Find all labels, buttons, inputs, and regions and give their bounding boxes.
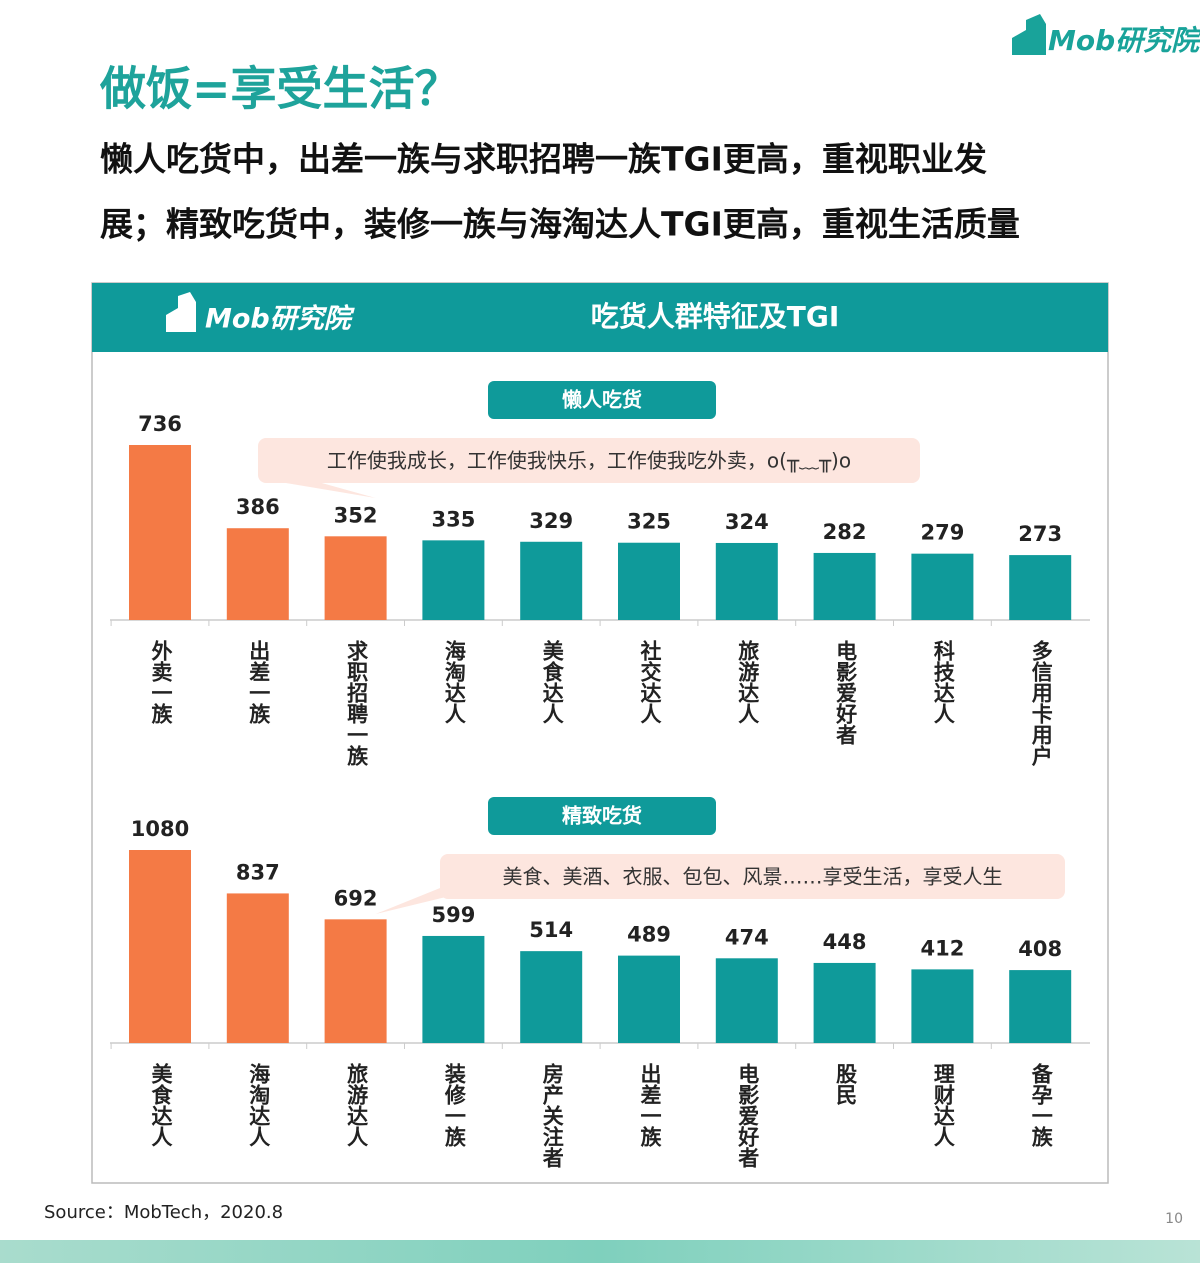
section-title: 懒人吃货: [562, 388, 642, 412]
bar: [1009, 555, 1072, 620]
value-label: 489: [627, 923, 671, 947]
panel-logo: Mob研究院: [205, 304, 356, 335]
value-label: 474: [725, 925, 769, 949]
category-label: 股民: [834, 1063, 858, 1106]
category-label: 理财达人: [931, 1063, 955, 1147]
value-label: 1080: [131, 817, 189, 841]
category-label: 电影爱好者: [834, 640, 859, 746]
panel-header: [92, 283, 1108, 352]
value-label: 335: [431, 507, 475, 531]
callout: [258, 438, 920, 483]
panel-logo-icon: [166, 292, 196, 332]
bar: [324, 919, 387, 1043]
bar: [520, 541, 583, 620]
category-label: 备孕一族: [1029, 1062, 1054, 1148]
category-label: 房产关注者: [540, 1062, 564, 1169]
section-pill: [488, 797, 716, 835]
bar: [1009, 970, 1072, 1043]
page-number: 10: [1165, 1211, 1183, 1227]
bar: [422, 540, 485, 620]
bar: [618, 955, 680, 1043]
value-label: 448: [823, 930, 867, 954]
category-label: 社交达人: [638, 639, 663, 724]
subtitle: 懒人吃货中，出差一族与求职招聘一族TGI更高，重视职业发: [100, 140, 987, 179]
bar: [422, 935, 485, 1043]
value-label: 324: [725, 510, 769, 534]
bar: [911, 969, 974, 1043]
bar: [813, 962, 876, 1043]
category-label: 出差一族: [638, 1063, 662, 1148]
category-label: 出差一族: [247, 640, 271, 725]
value-label: 279: [920, 521, 964, 545]
bar: [911, 553, 974, 620]
category-label: 科技达人: [931, 639, 955, 724]
category-label: 旅游达人: [736, 639, 760, 724]
category-label: 旅游达人: [345, 1062, 369, 1147]
bar: [129, 850, 191, 1043]
category-label: 求职招聘一族: [345, 640, 369, 767]
value-label: 408: [1018, 937, 1062, 961]
value-label: 325: [627, 510, 671, 534]
bar: [324, 536, 387, 620]
value-label: 692: [334, 886, 378, 910]
bar: [715, 958, 778, 1043]
callout: [440, 854, 1065, 899]
logo-text: Mob研究院: [1048, 24, 1200, 57]
subtitle: 展；精致吃货中，装修一族与海淘达人TGI更高，重视生活质量: [100, 205, 1020, 244]
section-pill: [488, 381, 716, 419]
bar: [813, 552, 876, 620]
category-label: 海淘达人: [247, 1062, 271, 1147]
panel-title: 吃货人群特征及TGI: [591, 300, 840, 333]
source: Source：MobTech，2020.8: [44, 1202, 283, 1223]
bar: [129, 445, 191, 620]
footer-stripe: [0, 1240, 1200, 1263]
callout-text: 工作使我成长，工作使我快乐，工作使我吃外卖，o(╥﹏╥)o: [327, 449, 851, 473]
bar: [520, 951, 583, 1043]
bar: [715, 542, 778, 620]
category-label: 美食达人: [149, 1062, 173, 1147]
value-label: 273: [1018, 522, 1062, 546]
title: 做饭=享受生活？: [99, 62, 461, 116]
callout-tail: [375, 884, 450, 914]
category-label: 装修一族: [442, 1063, 467, 1148]
value-label: 514: [529, 918, 573, 942]
category-label: 美食达人: [540, 639, 564, 724]
category-label: 外卖一族: [149, 639, 173, 725]
section-title: 精致吃货: [562, 804, 642, 828]
callout-text: 美食、美酒、衣服、包包、风景……享受生活，享受人生: [503, 865, 1003, 889]
bar: [618, 542, 680, 620]
value-label: 599: [431, 903, 475, 927]
bar: [226, 893, 289, 1043]
value-label: 386: [236, 495, 280, 519]
value-label: 352: [334, 503, 378, 527]
value-label: 329: [529, 509, 573, 533]
value-label: 736: [138, 412, 182, 436]
category-label: 海淘达人: [442, 639, 466, 724]
value-label: 282: [823, 520, 867, 544]
value-label: 837: [236, 860, 280, 884]
bar: [226, 528, 289, 620]
logo-icon: [1012, 14, 1046, 55]
category-label: 电影爱好者: [736, 1063, 761, 1169]
category-label: 多信用卡用户: [1029, 639, 1053, 767]
logo: Mob研究院: [1012, 14, 1200, 57]
value-label: 412: [920, 936, 964, 960]
